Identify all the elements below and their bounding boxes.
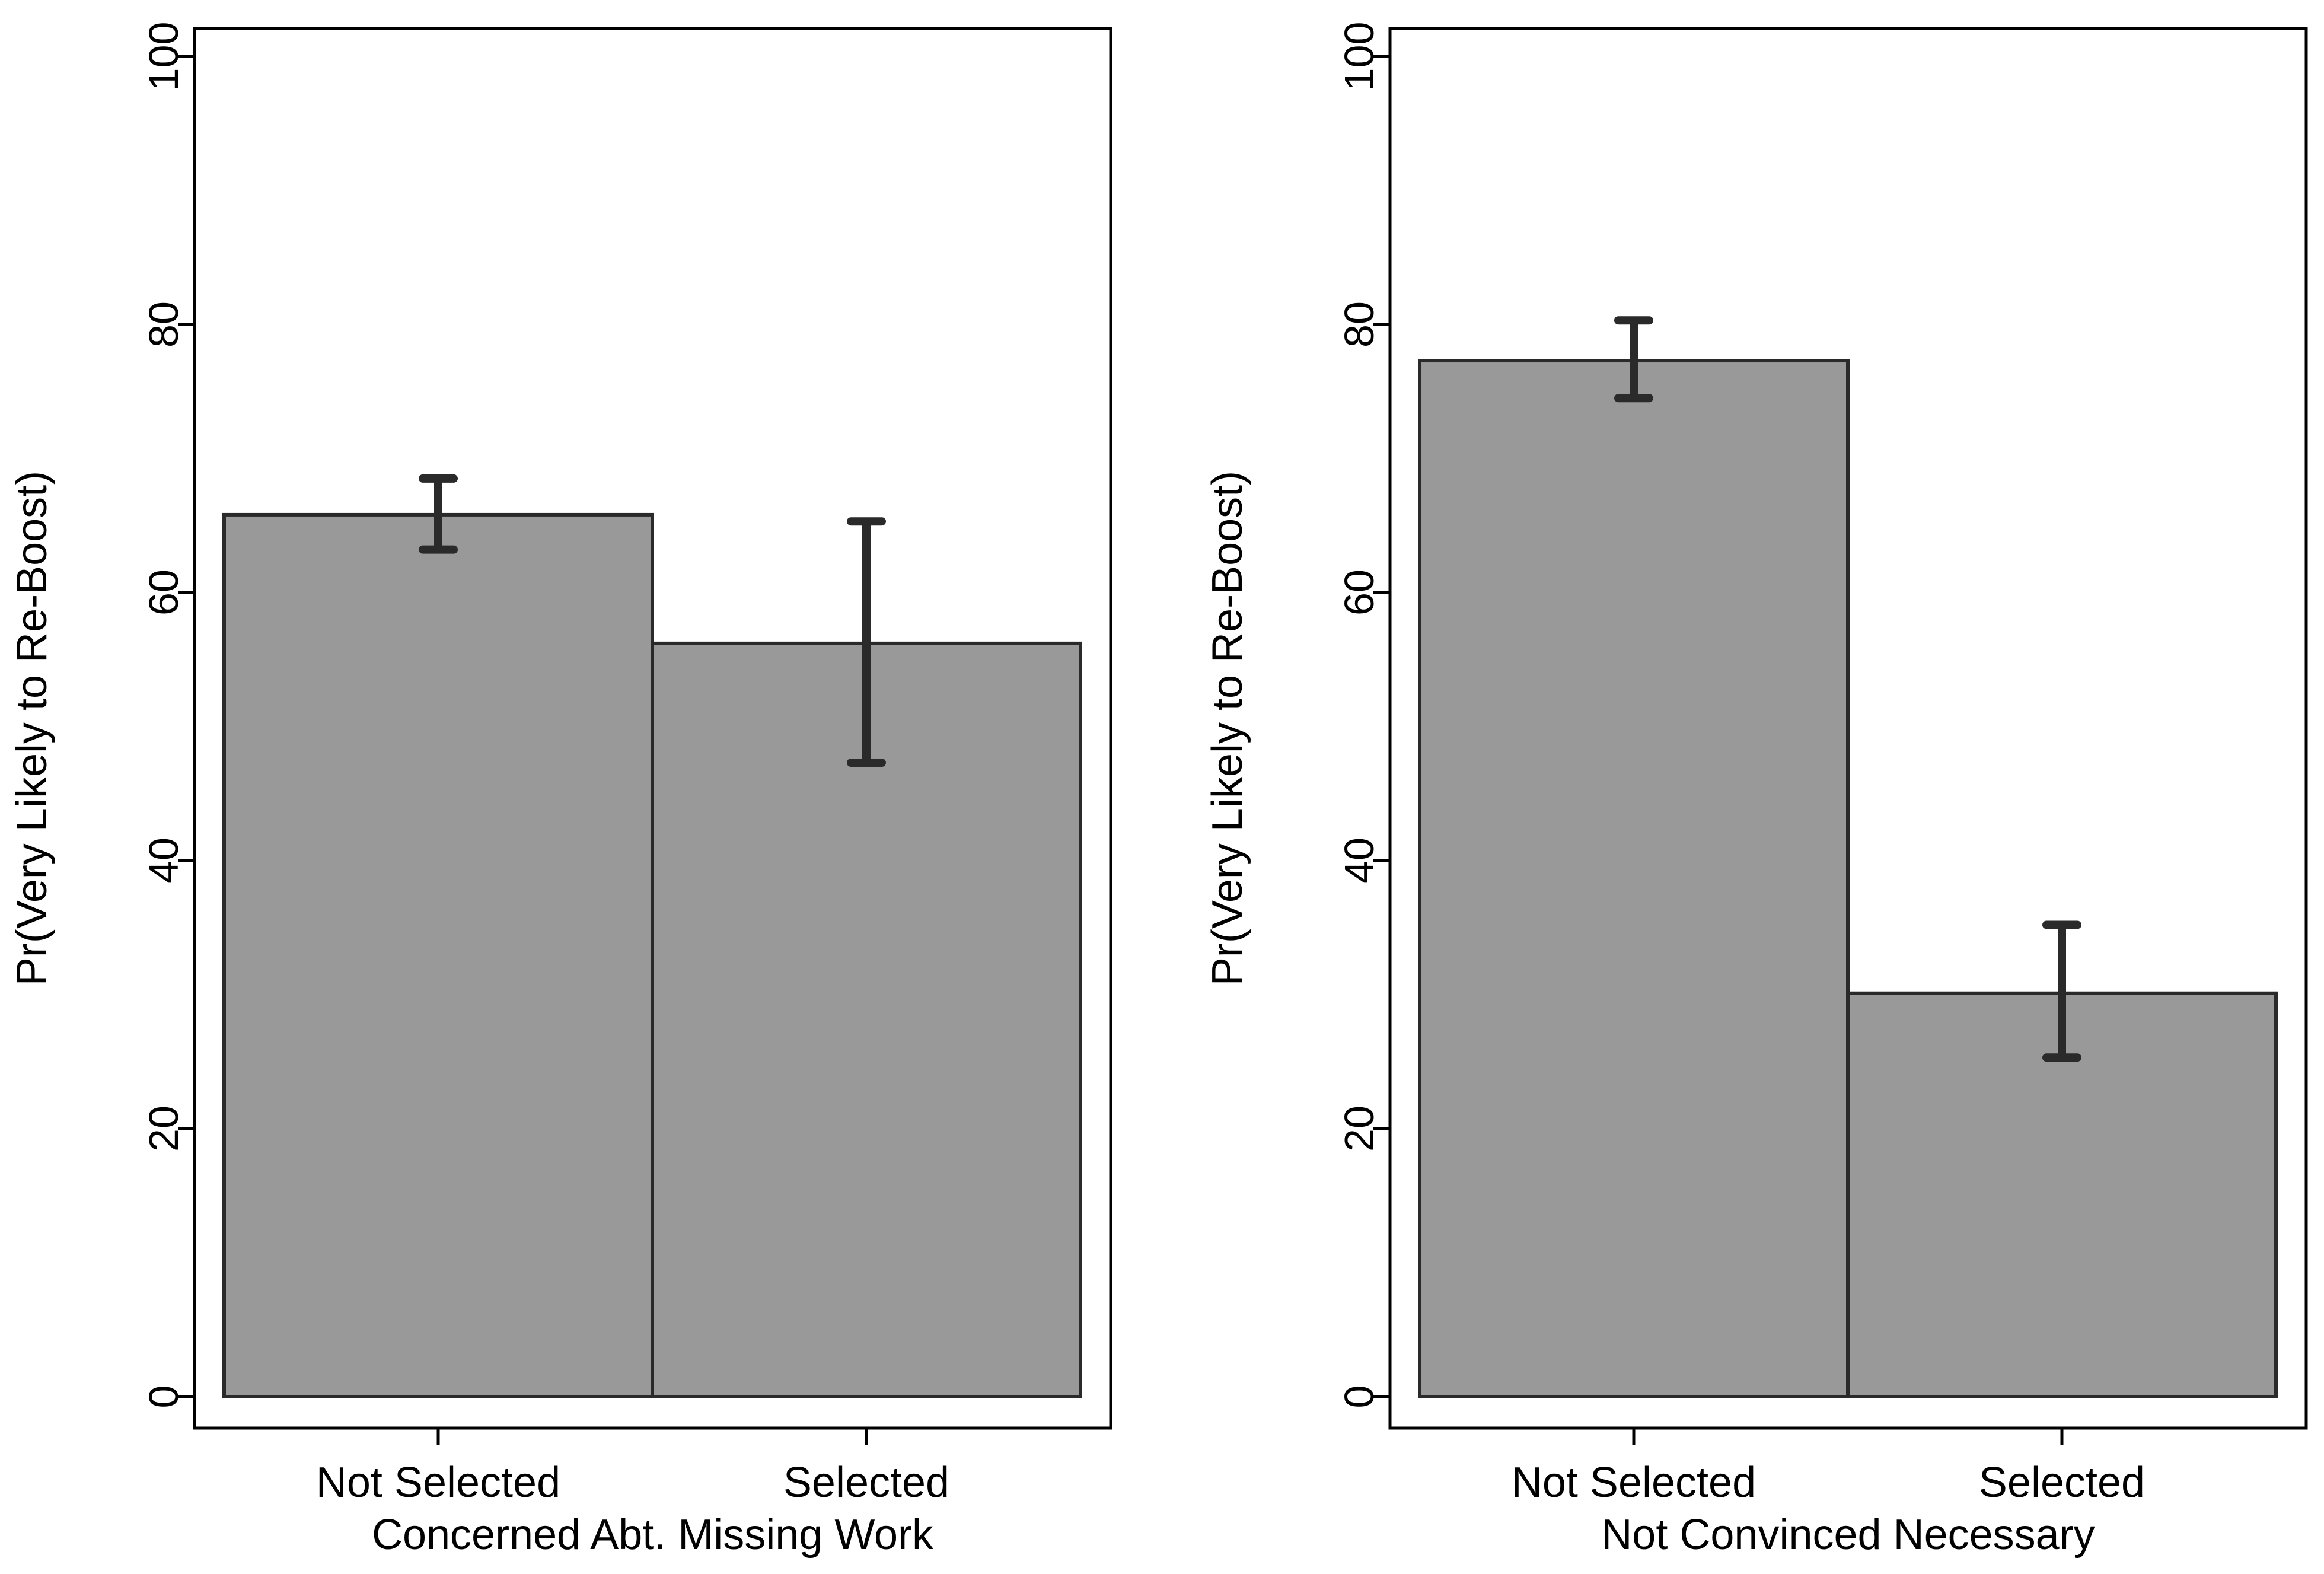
right-panel: 0 20 40 60 80 100 Pr(Very Likely to Re-Boost) N… bbox=[1204, 22, 2308, 1559]
y-axis-title: Pr(Very Likely to Re-Boost) bbox=[1204, 471, 1251, 986]
x-category-label: Selected bbox=[1979, 1459, 2145, 1506]
y-tick-label: 100 bbox=[1336, 22, 1382, 91]
left-panel: 0 20 40 60 80 100 Pr(Very Likely to Re-Boost) N… bbox=[8, 22, 1112, 1559]
bar-selected bbox=[651, 641, 1082, 1398]
x-category-label: Selected bbox=[783, 1459, 949, 1506]
y-tick-label: 0 bbox=[141, 1385, 187, 1409]
y-tick-label: 100 bbox=[141, 22, 187, 91]
y-tick-label: 20 bbox=[1336, 1105, 1382, 1152]
x-category-label: Not Selected bbox=[1512, 1459, 1756, 1506]
x-axis-title: Not Convinced Necessary bbox=[1601, 1511, 2095, 1559]
plot-frame bbox=[1388, 27, 2308, 1430]
plot-frame bbox=[193, 27, 1112, 1430]
y-tick-label: 40 bbox=[1336, 837, 1382, 884]
y-tick-label: 60 bbox=[1336, 569, 1382, 616]
y-tick-label: 40 bbox=[141, 837, 187, 884]
bar-not-selected bbox=[1418, 359, 1850, 1398]
y-tick-label: 60 bbox=[141, 569, 187, 616]
x-category-label: Not Selected bbox=[316, 1459, 560, 1506]
y-axis-title: Pr(Very Likely to Re-Boost) bbox=[8, 471, 56, 986]
y-tick-label: 80 bbox=[1336, 301, 1382, 348]
bar-not-selected bbox=[222, 512, 654, 1398]
y-tick-label: 0 bbox=[1336, 1385, 1382, 1409]
x-axis-title: Concerned Abt. Missing Work bbox=[372, 1511, 934, 1559]
y-tick-label: 20 bbox=[141, 1105, 187, 1152]
y-tick-label: 80 bbox=[141, 301, 187, 348]
